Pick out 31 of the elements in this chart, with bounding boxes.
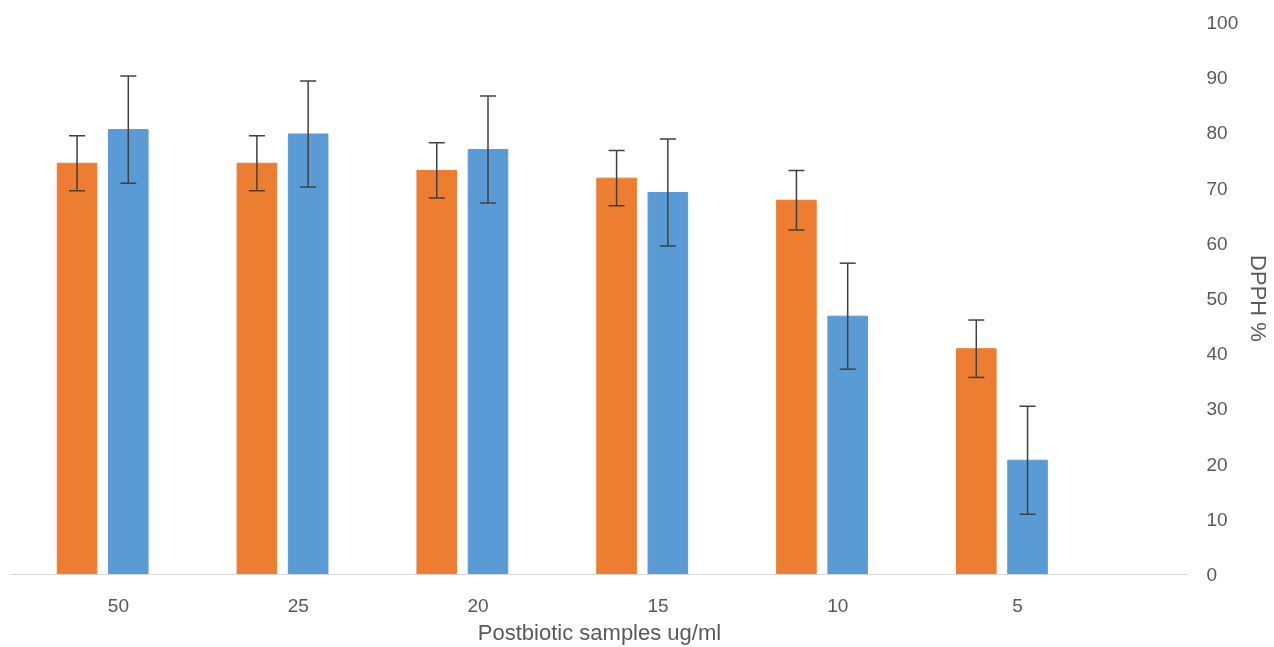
y-tick-label: 50 <box>1206 288 1228 309</box>
y-axis-title: DPPH % <box>1246 255 1272 342</box>
y-tick-label: 100 <box>1206 12 1239 33</box>
bar <box>416 169 458 575</box>
x-tick-label: 10 <box>827 594 849 616</box>
y-tick-label: 30 <box>1206 398 1228 420</box>
bar <box>56 162 98 575</box>
bar <box>1007 459 1048 575</box>
x-axis-title: Postbiotic samples ug/ml <box>477 619 722 645</box>
x-tick-label: 25 <box>287 594 309 616</box>
y-tick-label: 0 <box>1206 564 1218 585</box>
bar <box>596 177 637 575</box>
y-tick-label: 90 <box>1206 67 1228 89</box>
bar <box>108 129 149 575</box>
bar <box>827 315 868 575</box>
y-tick-label: 70 <box>1206 177 1228 199</box>
x-tick-label: 20 <box>467 594 489 616</box>
x-tick-label: 50 <box>107 594 129 616</box>
bar <box>236 162 278 575</box>
x-tick-label: 5 <box>1012 594 1023 616</box>
bar <box>776 199 817 575</box>
bar <box>287 133 329 575</box>
x-tick-label: 15 <box>647 594 669 616</box>
bar <box>956 348 997 575</box>
bar <box>467 148 509 575</box>
y-tick-label: 20 <box>1206 453 1228 475</box>
y-tick-label: 10 <box>1206 508 1228 530</box>
y-tick-label: 80 <box>1206 122 1228 144</box>
bar <box>647 192 689 575</box>
y-tick-label: 60 <box>1206 232 1228 254</box>
y-tick-label: 40 <box>1206 343 1228 365</box>
